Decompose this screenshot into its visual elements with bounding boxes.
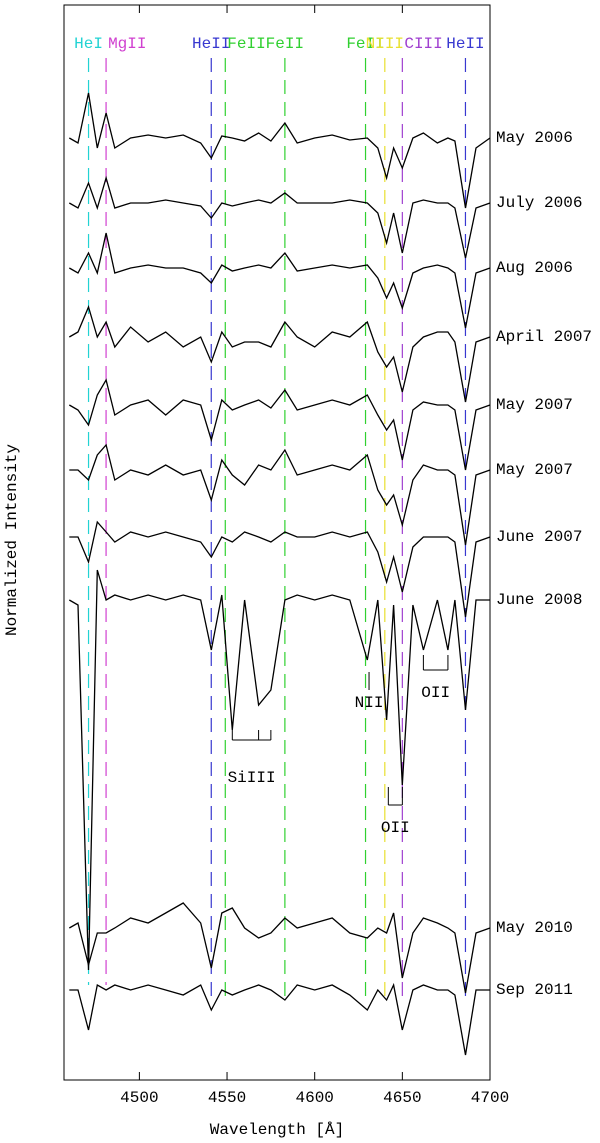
line-marker-label: FeII	[227, 35, 265, 53]
x-tick-label: 4700	[471, 1089, 509, 1107]
annotation-label: OII	[381, 819, 410, 837]
spectrum-label: April 2007	[496, 328, 592, 346]
spectrum-label: Sep 2011	[496, 981, 573, 999]
spectrum-label: May 2010	[496, 919, 573, 937]
spectrum	[68, 902, 491, 994]
spectrum	[69, 443, 491, 546]
spectrum	[68, 92, 491, 209]
spectrum-label: Aug 2006	[496, 259, 573, 277]
spectrum-label: June 2008	[496, 591, 582, 609]
line-marker-label: FeII	[346, 35, 384, 53]
spectrum	[68, 378, 491, 471]
line-marker-label: HeI	[74, 35, 103, 53]
line-marker-label: NIII	[366, 35, 404, 53]
annotation-label: OII	[421, 684, 450, 702]
line-marker-label: MgII	[108, 35, 146, 53]
line-marker-label: HeII	[192, 35, 230, 53]
y-axis-label: Normalized Intensity	[3, 444, 21, 636]
x-tick-label: 4650	[383, 1089, 421, 1107]
spectrum	[69, 520, 491, 618]
x-tick-label: 4500	[120, 1089, 158, 1107]
spectrum-label: July 2006	[496, 194, 582, 212]
annotation-label: NII	[355, 694, 384, 712]
spectrum	[68, 569, 490, 971]
x-tick-label: 4600	[295, 1089, 333, 1107]
spectrum-label: May 2007	[496, 396, 573, 414]
x-tick-label: 4550	[208, 1089, 246, 1107]
spectrum-label: May 2006	[496, 129, 573, 147]
spectrum	[68, 305, 491, 403]
spectrum	[68, 175, 491, 259]
line-marker-label: FeII	[266, 35, 304, 53]
line-marker-label: HeII	[446, 35, 484, 53]
spectrum	[68, 232, 491, 329]
line-marker-label: CIII	[404, 35, 442, 53]
spectrum-label: June 2007	[496, 528, 582, 546]
spectrum	[69, 982, 490, 1056]
x-axis-label: Wavelength [Å]	[210, 1121, 344, 1139]
plot-frame	[63, 4, 491, 1081]
annotation-label: SiIII	[228, 769, 276, 787]
spectrum-label: May 2007	[496, 461, 573, 479]
